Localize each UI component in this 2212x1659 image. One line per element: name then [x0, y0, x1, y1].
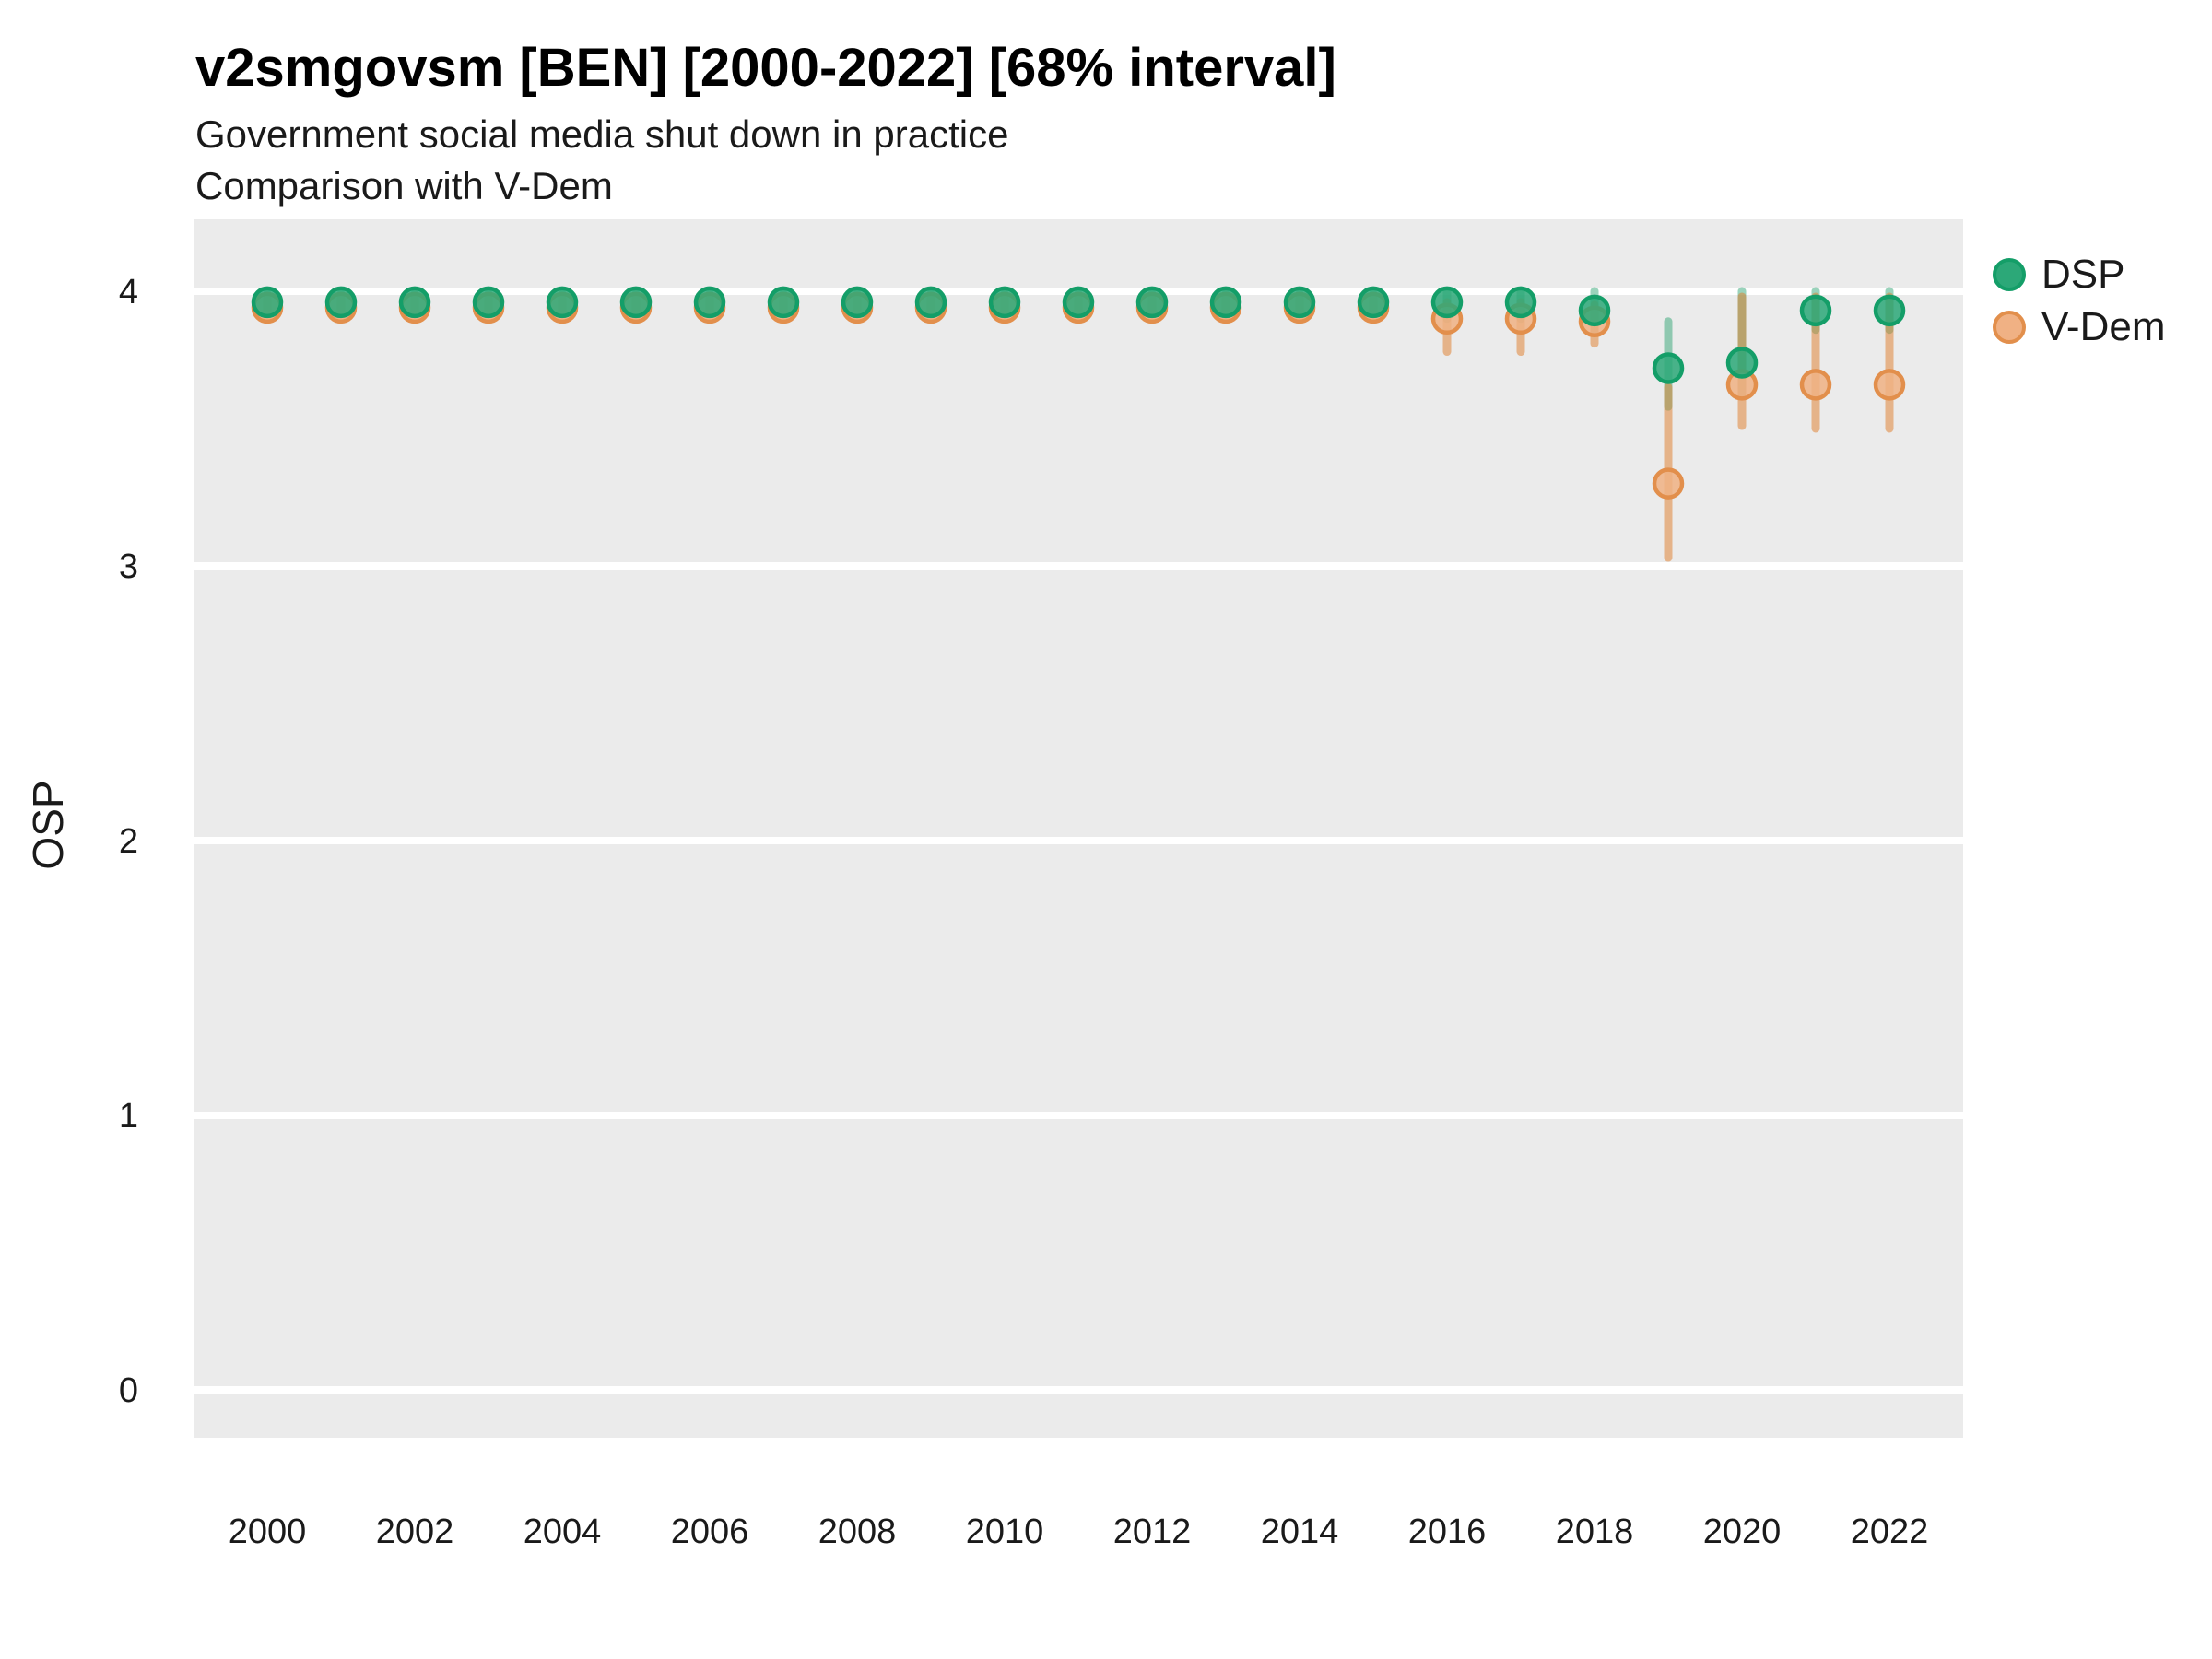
data-point — [472, 286, 505, 319]
y-tick-label: 4 — [119, 273, 138, 312]
legend-label-dsp: DSP — [2041, 252, 2125, 297]
x-tick-label: 2004 — [524, 1512, 602, 1551]
data-point — [1209, 286, 1242, 319]
data-point — [1430, 286, 1464, 319]
vdem-point-icon — [1993, 311, 2026, 344]
legend: DSP V-Dem — [1993, 252, 2166, 359]
x-tick-label: 2012 — [1113, 1512, 1192, 1551]
data-point — [251, 286, 284, 319]
data-point — [767, 286, 800, 319]
chart-title: v2smgovsm [BEN] [2000-2022] [68% interva… — [195, 38, 1336, 98]
chart-subtitle: Government social media shut down in pra… — [195, 112, 1009, 156]
y-tick-label: 2 — [119, 822, 138, 861]
data-point — [1062, 286, 1095, 319]
data-point — [398, 286, 431, 319]
data-point — [1799, 369, 1832, 401]
dsp-point-icon — [1993, 258, 2026, 291]
legend-label-vdem: V-Dem — [2041, 304, 2166, 349]
x-tick-label: 2006 — [671, 1512, 749, 1551]
data-point — [546, 286, 579, 319]
data-point — [1283, 286, 1316, 319]
gridline-y-0 — [194, 1386, 1963, 1394]
x-tick-label: 2014 — [1261, 1512, 1339, 1551]
data-point — [1725, 347, 1759, 379]
x-tick-label: 2010 — [966, 1512, 1044, 1551]
data-point — [1135, 286, 1169, 319]
gridline-y-3 — [194, 562, 1963, 570]
x-tick-label: 2016 — [1408, 1512, 1487, 1551]
data-point — [1799, 294, 1832, 327]
data-point — [619, 286, 653, 319]
legend-entry-vdem: V-Dem — [1993, 304, 2166, 349]
x-tick-label: 2022 — [1851, 1512, 1929, 1551]
data-point — [1873, 294, 1906, 327]
y-axis-tick-labels: 0 1 2 3 4 — [119, 273, 138, 1410]
x-axis-tick-labels: 2000 2002 2004 2006 2008 2010 2012 2014 2016 2018… — [229, 1512, 1929, 1551]
x-tick-label: 2020 — [1703, 1512, 1782, 1551]
x-tick-label: 2008 — [818, 1512, 897, 1551]
x-tick-label: 2018 — [1556, 1512, 1634, 1551]
legend-entry-dsp: DSP — [1993, 252, 2165, 297]
gridline-y-2 — [194, 837, 1963, 844]
data-point — [841, 286, 874, 319]
data-point — [1578, 294, 1611, 327]
y-tick-label: 0 — [119, 1371, 138, 1410]
data-point — [914, 286, 947, 319]
data-point — [1357, 286, 1390, 319]
chart-subtitle-comparison: Comparison with V-Dem — [195, 164, 613, 207]
data-point — [324, 286, 358, 319]
data-point — [693, 286, 726, 319]
x-tick-label: 2000 — [229, 1512, 307, 1551]
y-tick-label: 3 — [119, 547, 138, 586]
x-tick-label: 2002 — [376, 1512, 454, 1551]
points-dsp — [251, 286, 1906, 384]
gridline-y-1 — [194, 1112, 1963, 1119]
data-point — [1652, 467, 1685, 500]
plot-panel — [194, 219, 1963, 1438]
data-point — [988, 286, 1021, 319]
y-tick-label: 1 — [119, 1097, 138, 1135]
data-point — [1504, 286, 1537, 319]
data-point — [1873, 369, 1906, 401]
data-point — [1652, 352, 1685, 384]
